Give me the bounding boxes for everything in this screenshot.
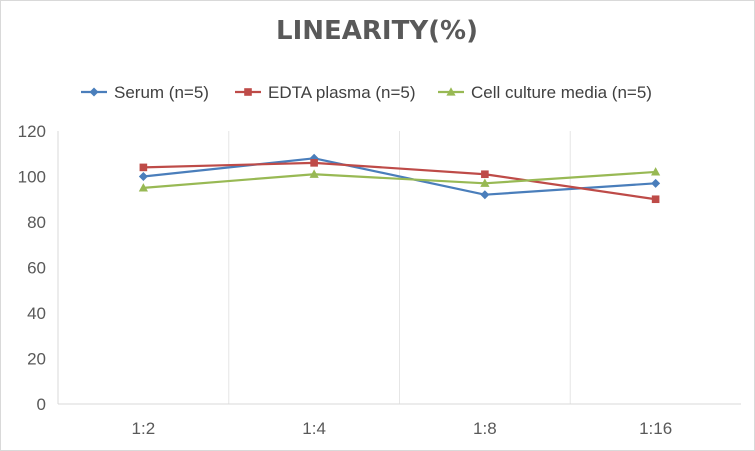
series-square: [139, 159, 660, 204]
data-point: [651, 195, 660, 204]
legend-item: Serum (n=5): [81, 83, 209, 102]
y-tick-label: 0: [37, 395, 46, 414]
y-tick-label: 100: [18, 168, 46, 187]
x-tick-label: 1:4: [302, 419, 326, 438]
legend-item: EDTA plasma (n=5): [235, 83, 416, 102]
y-tick-label: 80: [27, 213, 46, 232]
y-tick-label: 40: [27, 304, 46, 323]
legend-label: Serum (n=5): [114, 83, 209, 102]
chart-legend: Serum (n=5) EDTA plasma (n=5) Cell culture…: [81, 83, 652, 102]
y-tick-label: 20: [27, 350, 46, 369]
data-point: [481, 170, 489, 179]
legend-marker: [446, 87, 456, 96]
chart-title: LINEARITY(%): [276, 16, 478, 46]
legend-label: Cell culture media (n=5): [471, 83, 652, 102]
axes: 0 20 40 60 80 100 120 1:2 1:4 1:8 1:16: [18, 122, 741, 438]
legend-label: EDTA plasma (n=5): [268, 83, 416, 102]
data-point: [651, 178, 661, 188]
series-line: [143, 161, 656, 201]
legend-marker: [89, 87, 99, 97]
series-triangle: [138, 167, 661, 192]
data-point: [138, 172, 148, 181]
data-point: [310, 159, 318, 167]
x-tick-label: 1:8: [473, 419, 497, 438]
grid-lines: [228, 131, 571, 404]
series-line: [143, 157, 656, 196]
y-tick-label: 120: [18, 122, 46, 141]
data-point: [139, 163, 148, 172]
series-layer: [138, 153, 661, 204]
data-point: [309, 169, 319, 178]
x-tick-label: 1:16: [639, 419, 672, 438]
data-point: [651, 167, 661, 176]
x-tick-label: 1:2: [132, 419, 156, 438]
data-point: [480, 190, 490, 200]
legend-item: Cell culture media (n=5): [438, 83, 652, 102]
legend-marker: [244, 88, 252, 96]
data-point: [138, 183, 148, 192]
y-tick-label: 60: [27, 259, 46, 278]
series-line: [143, 170, 656, 189]
data-point: [480, 178, 490, 187]
